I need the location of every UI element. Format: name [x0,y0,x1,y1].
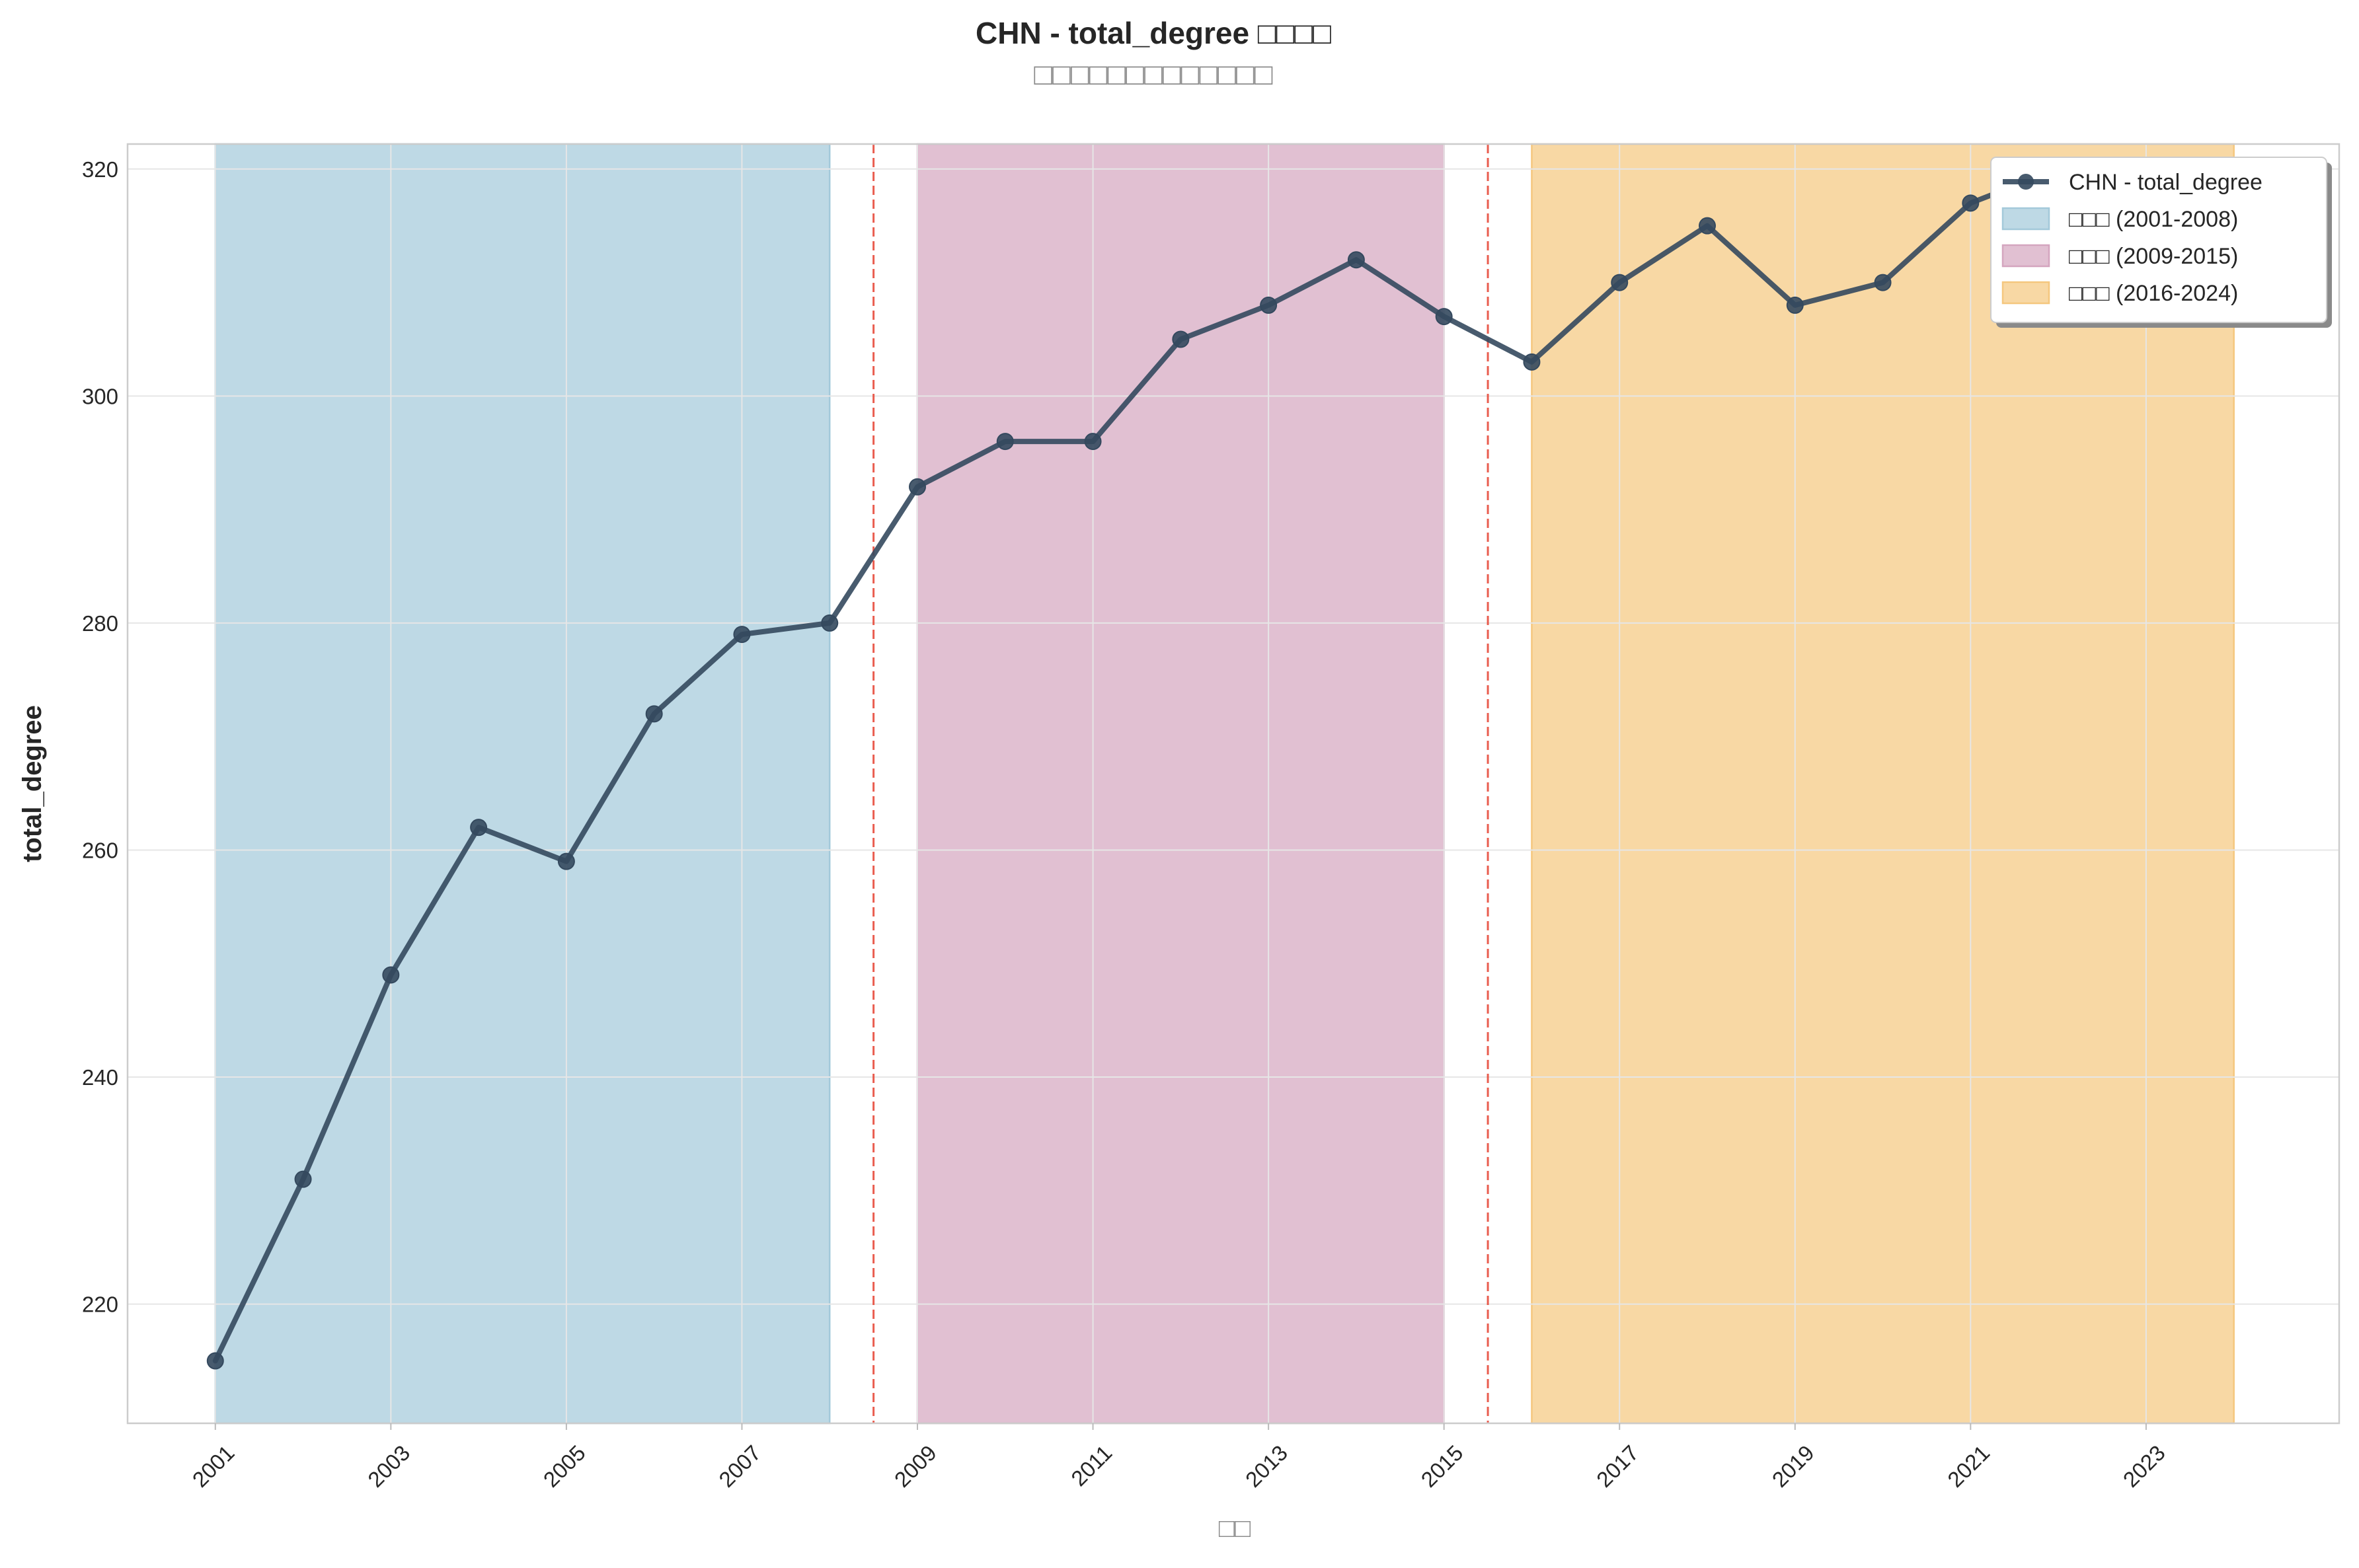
period-bands [214,143,2235,1425]
period-band-2 [916,143,1445,1425]
x-tick-label: 2001 [188,1440,239,1492]
legend-label: □□□ (2016-2024) [2069,281,2238,306]
y-tick-label: 280 [82,611,118,636]
x-tick-label: 2007 [714,1440,765,1492]
data-point [1611,274,1629,291]
data-point [206,1352,224,1370]
data-point [1260,296,1278,314]
x-tick-label: 2003 [363,1440,414,1492]
data-point [557,852,575,870]
data-point [1699,217,1716,235]
data-point [1962,194,1980,212]
data-point [470,819,488,837]
y-axis-label: total_degree [18,705,47,862]
data-point [1084,433,1102,451]
legend-label: □□□ (2001-2008) [2069,207,2238,232]
x-tick-label: 2023 [2118,1440,2170,1492]
breakpoint-lines [872,144,1489,1423]
data-point [1172,330,1190,348]
x-tick-label: 2021 [1943,1440,1994,1492]
legend-label: □□□ (2009-2015) [2069,244,2238,269]
y-axis-ticks: 220 240 260 280 300 320 [82,157,118,1317]
x-axis-ticks: 2001 2003 2005 2007 2009 2011 2013 2015 2017 2019… [188,1423,2170,1492]
x-tick-label: 2005 [539,1440,590,1492]
y-tick-label: 260 [82,838,118,862]
series-line [212,166,2237,1364]
y-tick-label: 240 [82,1065,118,1090]
x-tick-label: 2013 [1241,1440,1292,1492]
x-tick-label: 2019 [1767,1440,1819,1492]
data-point [733,626,751,644]
legend-swatch-marker [2018,174,2034,190]
x-tick-label: 2009 [890,1440,941,1492]
plot-frame [126,143,2340,1425]
data-point [294,1170,312,1188]
data-point [1523,353,1541,371]
data-point [1347,251,1365,269]
y-tick-label: 300 [82,384,118,408]
data-point [996,433,1014,451]
legend-label: CHN - total_degree [2069,170,2262,195]
legend-entries: CHN - total_degree □□□ (2001-2008) □□□ (20… [2001,170,2262,306]
x-axis-label: □□ [1219,1514,1251,1543]
chart-subtitle: □□□□□□□□□□□□□ [1034,57,1272,91]
legend-swatch-band [2001,281,2050,305]
y-tick-label: 220 [82,1292,118,1317]
x-tick-label: 2015 [1416,1440,1468,1492]
legend-box [1990,157,2327,323]
data-point [382,966,400,984]
data-point [1435,308,1453,326]
x-tick-label: 2017 [1592,1440,1643,1492]
data-point [1874,274,1892,291]
period-band-3 [1531,143,2235,1425]
x-tick-label: 2011 [1066,1440,1116,1491]
period-band-1 [214,143,831,1425]
legend-swatch-band [2001,244,2050,268]
chart-title: CHN - total_degree □□□□ [976,16,1331,50]
data-point [909,478,926,496]
data-point [645,705,663,723]
data-point [1786,296,1804,314]
y-tick-label: 320 [82,157,118,182]
legend: CHN - total_degree □□□ (2001-2008) □□□ (20… [1990,157,2332,328]
grid-lines [128,144,2339,1423]
data-point [821,614,839,632]
legend-swatch-band [2001,207,2050,231]
